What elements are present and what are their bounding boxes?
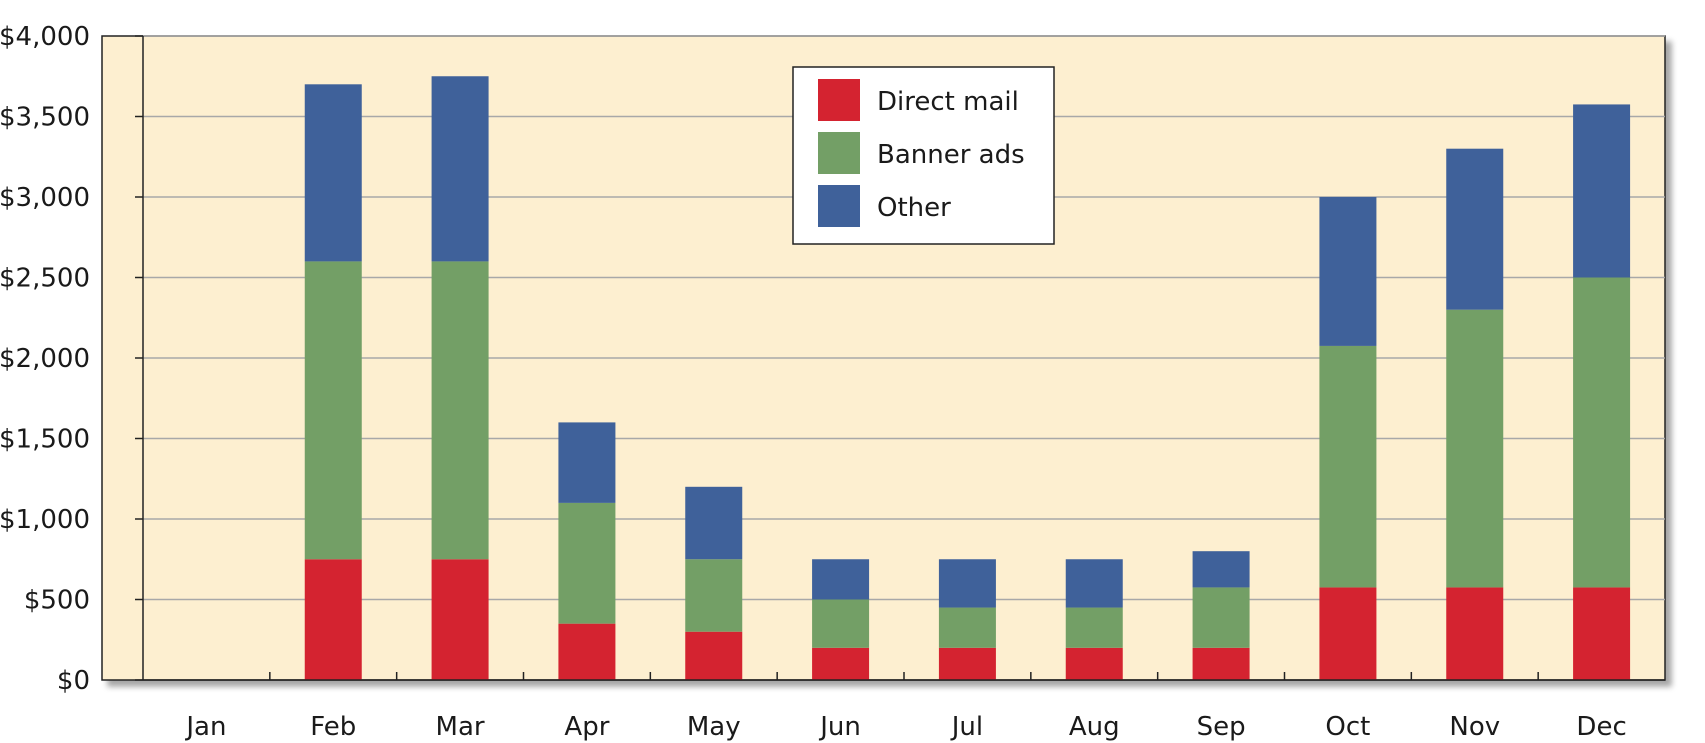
y-tick-label: $0 (57, 666, 90, 696)
bar-segment (1319, 197, 1377, 346)
bar-segment (431, 261, 489, 560)
x-tick-label: Dec (1576, 712, 1626, 742)
legend: Direct mail Banner ads Other (792, 66, 1055, 245)
bar-segment (1446, 309, 1504, 588)
axes (135, 35, 1665, 681)
bar-segment (1573, 104, 1631, 278)
bar-segment (1192, 551, 1250, 588)
x-tick-label: Mar (436, 712, 485, 742)
bar-segment (304, 84, 362, 262)
bars (304, 76, 1631, 680)
legend-label: Other (877, 193, 951, 223)
bar-segment (1446, 587, 1504, 680)
x-tick-label: Jun (818, 712, 861, 742)
bar-segment (812, 647, 870, 680)
y-tick-label: $1,500 (0, 425, 90, 455)
bar-segment (1065, 607, 1123, 648)
legend-label: Direct mail (877, 87, 1019, 117)
x-tick-label: Aug (1069, 712, 1120, 742)
x-tick-label: Feb (310, 712, 356, 742)
y-tick-label: $4,000 (0, 22, 90, 52)
y-tick-labels: $0 $500 $1,000 $1,500 $2,000 $2,500 $3,000 $3,5… (0, 22, 90, 696)
bar-segment (685, 631, 743, 680)
y-tick-label: $3,500 (0, 103, 90, 133)
bar-segment (1573, 277, 1631, 588)
bar-segment (1319, 345, 1377, 588)
bar-segment (304, 261, 362, 560)
bar-segment (938, 607, 996, 648)
bar-segment (1573, 587, 1631, 680)
bar-segment (1192, 647, 1250, 680)
y-tick-label: $1,000 (0, 505, 90, 535)
x-tick-labels: Jan Feb Mar Apr May Jun Jul Aug Sep Oct Nov Dec (184, 712, 1626, 742)
bar-segment (938, 647, 996, 680)
legend-label: Banner ads (877, 140, 1025, 170)
bar-segment (685, 559, 743, 632)
x-tick-label: Sep (1197, 712, 1246, 742)
x-tick-label: Apr (564, 712, 609, 742)
bar-segment (1065, 647, 1123, 680)
bar-segment (685, 486, 743, 560)
x-tick-label: May (687, 712, 741, 742)
bar-segment (304, 559, 362, 680)
legend-swatch (818, 79, 860, 121)
bar-segment (1192, 587, 1250, 648)
bar-segment (938, 559, 996, 608)
x-tick-label: Jan (184, 712, 226, 742)
legend-swatch (818, 185, 860, 227)
x-tick-label: Oct (1325, 712, 1370, 742)
x-tick-label: Jul (950, 712, 983, 742)
bar-segment (431, 559, 489, 680)
bar-segment (558, 623, 616, 680)
bar-segment (558, 422, 616, 503)
bar-segment (812, 599, 870, 648)
x-tick-label: Nov (1449, 712, 1500, 742)
bar-segment (1319, 587, 1377, 680)
legend-swatch (818, 132, 860, 174)
bar-segment (558, 502, 616, 624)
y-tick-label: $500 (24, 586, 90, 616)
bar-segment (1065, 559, 1123, 608)
y-tick-label: $2,500 (0, 264, 90, 294)
y-tick-label: $2,000 (0, 344, 90, 374)
bar-segment (812, 559, 870, 600)
bar-segment (1446, 148, 1504, 310)
bar-segment (431, 76, 489, 262)
y-tick-label: $3,000 (0, 183, 90, 213)
